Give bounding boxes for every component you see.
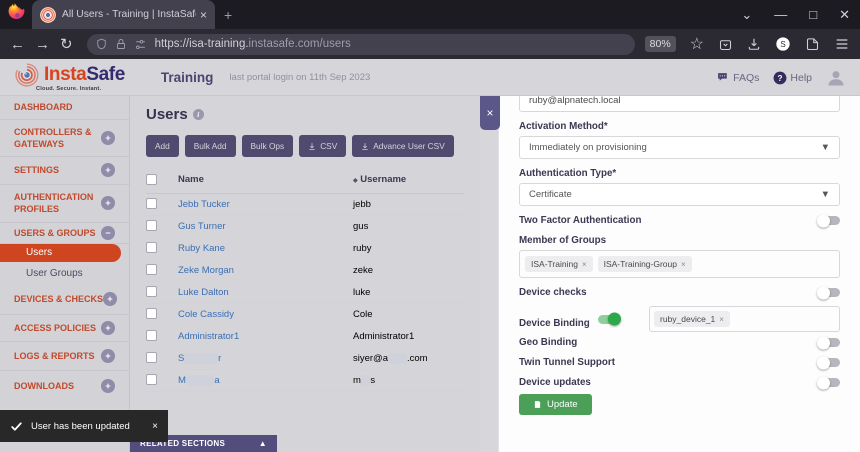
svg-text:S: S bbox=[780, 40, 785, 49]
svg-text:?: ? bbox=[778, 73, 783, 82]
